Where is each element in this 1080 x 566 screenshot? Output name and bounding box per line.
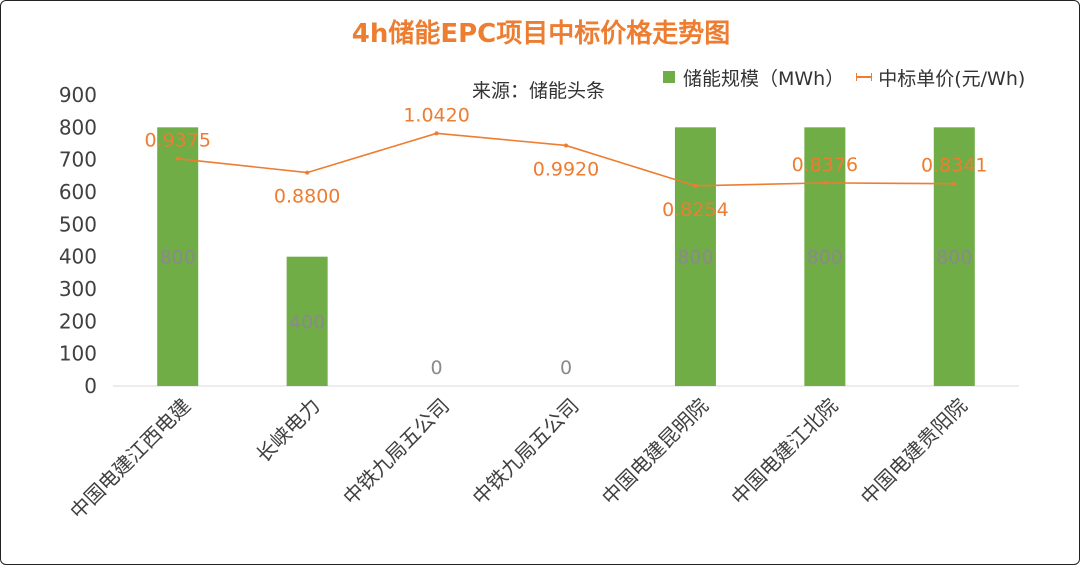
price-point: [952, 181, 957, 186]
price-value-label: 0.8341: [921, 155, 987, 177]
price-point: [175, 156, 180, 161]
category-label: 中国电建贵阳院: [856, 394, 972, 510]
category-label: 中铁九局五公司: [468, 394, 584, 510]
source-note: 来源：储能头条: [472, 80, 606, 102]
price-point: [305, 170, 310, 175]
price-value-label: 0.8376: [792, 154, 858, 176]
y-tick-label: 500: [59, 212, 97, 236]
price-value-label: 0.9375: [144, 130, 210, 152]
bar: [674, 127, 716, 386]
y-tick-label: 0: [84, 374, 97, 398]
category-label: 中铁九局五公司: [338, 394, 454, 510]
legend-item-bar: 储能规模（MWh）: [663, 64, 844, 91]
y-tick-label: 100: [59, 342, 97, 366]
bar-value-label: 400: [289, 311, 325, 333]
category-label: 中国电建昆明院: [597, 394, 713, 510]
category-label: 中国电建江西电建: [65, 394, 195, 524]
legend-bar-label: 储能规模（MWh）: [683, 67, 845, 90]
legend-bar-swatch: [663, 71, 675, 83]
price-value-label: 0.9920: [533, 158, 599, 180]
category-label: 中国电建江北院: [726, 394, 842, 510]
chart-legend: 储能规模（MWh） 中标单价(元/Wh): [663, 64, 1037, 91]
bar: [933, 127, 975, 386]
bar-value-label: 0: [431, 357, 443, 379]
y-tick-label: 300: [59, 277, 97, 301]
y-tick-label: 400: [59, 245, 97, 269]
bar-value-label: 0: [560, 357, 572, 379]
bar: [804, 127, 846, 386]
chart-title: 4h储能EPC项目中标价格走势图: [351, 19, 731, 49]
legend-line-label: 中标单价(元/Wh): [878, 67, 1026, 90]
price-point: [693, 183, 698, 188]
legend-line-swatch: [856, 73, 873, 81]
bar-value-label: 800: [160, 247, 196, 269]
bar-value-label: 800: [677, 247, 713, 269]
legend-item-line: 中标单价(元/Wh): [856, 64, 1025, 91]
price-value-label: 1.0420: [403, 104, 469, 126]
y-tick-label: 600: [59, 180, 97, 204]
y-tick-label: 900: [59, 83, 97, 107]
price-point: [564, 143, 568, 148]
category-label: 长峡电力: [251, 394, 325, 468]
bar: [286, 256, 328, 386]
bar: [157, 127, 199, 386]
y-tick-label: 800: [59, 115, 97, 139]
price-point: [434, 131, 439, 136]
y-tick-label: 700: [59, 148, 97, 172]
bar-value-label: 800: [807, 247, 843, 269]
price-value-label: 0.8800: [274, 186, 340, 208]
bar-value-label: 800: [936, 247, 972, 269]
price-value-label: 0.8254: [662, 199, 728, 221]
price-point: [822, 180, 827, 185]
y-tick-label: 200: [59, 309, 97, 333]
